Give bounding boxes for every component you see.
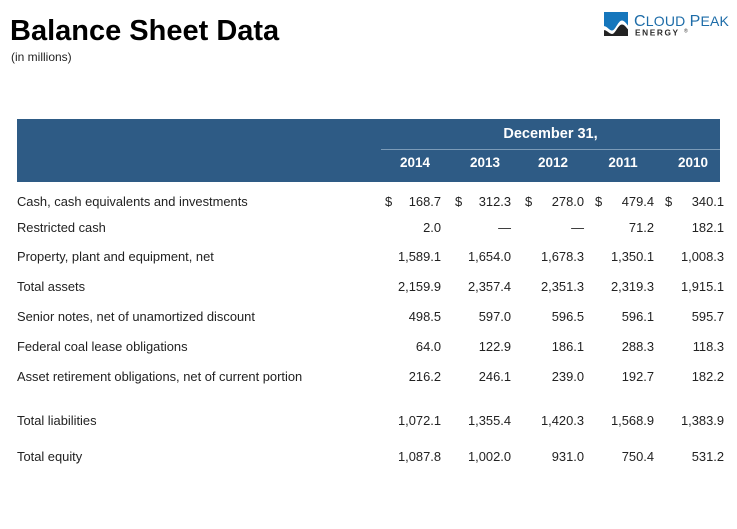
svg-text:®: ® (684, 28, 688, 35)
svg-text:ENERGY: ENERGY (635, 28, 680, 38)
